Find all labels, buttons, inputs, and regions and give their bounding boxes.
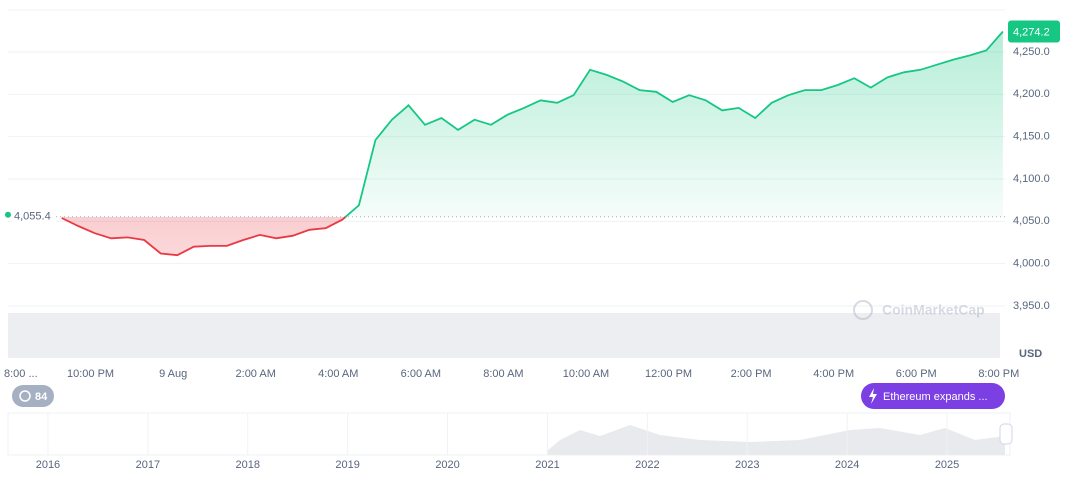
y-tick-label: 4,150.0 — [1013, 131, 1050, 143]
x-tick-label: 2:00 AM — [236, 368, 276, 380]
baseline-label-bg — [12, 207, 56, 224]
events-button[interactable]: 84 — [12, 385, 54, 407]
x-tick-label: 2:00 PM — [731, 368, 772, 380]
y-tick-label: 4,250.0 — [1013, 46, 1050, 58]
x-tick-label: 8:00 ... — [4, 368, 38, 380]
overview-year: 2020 — [435, 459, 459, 471]
area — [61, 31, 1003, 256]
watermark-text: CoinMarketCap — [882, 302, 985, 318]
unit-label: USD — [1019, 348, 1042, 360]
overview-year: 2018 — [236, 459, 260, 471]
overview-year: 2025 — [935, 459, 959, 471]
event-pill[interactable] — [861, 383, 1005, 409]
y-tick-label: 4,050.0 — [1013, 215, 1050, 227]
overview-handle[interactable] — [999, 423, 1013, 445]
overview-year: 2019 — [335, 459, 359, 471]
baseline-label: 4,055.4 — [14, 211, 51, 223]
price-tag — [1008, 20, 1060, 43]
y-tick-label: 4,100.0 — [1013, 173, 1050, 185]
events-pill[interactable] — [12, 385, 54, 407]
x-tick-label: 4:00 PM — [813, 368, 854, 380]
overview-area — [548, 425, 1005, 455]
x-tick-label: 12:00 PM — [645, 368, 692, 380]
y-tick-label: 4,200.0 — [1013, 88, 1050, 100]
overview-year: 2017 — [136, 459, 160, 471]
volume-band — [8, 313, 1000, 358]
x-tick-label: 8:00 PM — [978, 368, 1019, 380]
overview-year: 2022 — [635, 459, 659, 471]
x-tick-label: 9 Aug — [159, 368, 187, 380]
x-tick-label: 8:00 AM — [483, 368, 523, 380]
price-tag-label: 4,274.2 — [1013, 26, 1050, 38]
x-tick-label: 10:00 PM — [67, 368, 114, 380]
overview-year: 2024 — [835, 459, 859, 471]
x-tick-label: 4:00 AM — [318, 368, 358, 380]
event-badge[interactable]: Ethereum expands ... — [861, 383, 1005, 409]
history-icon — [19, 390, 31, 402]
baseline-dot — [5, 211, 11, 218]
event-text: Ethereum expands ... — [883, 391, 988, 403]
x-tick-label: 6:00 PM — [896, 368, 937, 380]
y-tick-label: 3,950.0 — [1013, 300, 1050, 312]
events-count: 84 — [35, 391, 48, 403]
bolt-icon — [869, 388, 877, 404]
watermark: CoinMarketCap — [853, 300, 985, 320]
overview-year: 2016 — [36, 459, 60, 471]
x-tick-label: 10:00 AM — [563, 368, 609, 380]
overview-year: 2021 — [535, 459, 559, 471]
x-tick-label: 6:00 AM — [401, 368, 441, 380]
price-line — [61, 30, 1004, 257]
overview-year: 2023 — [735, 459, 759, 471]
y-tick-label: 4,000.0 — [1013, 258, 1050, 270]
